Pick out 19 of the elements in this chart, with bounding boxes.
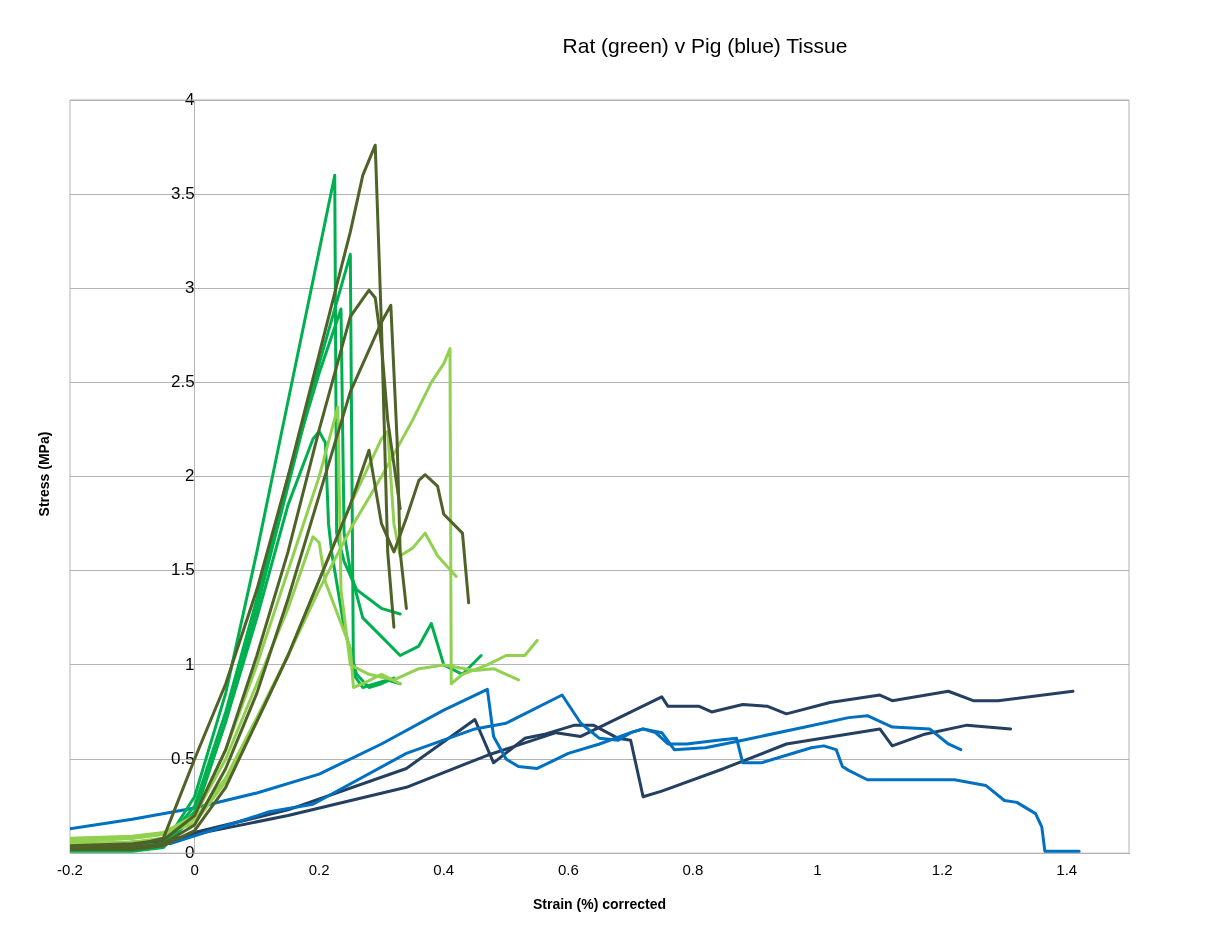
y-tick-label: 1 [185,654,195,674]
x-tick-label: 0.2 [308,861,330,879]
y-tick-label: 3.5 [170,183,195,203]
y-tick-label: 1.5 [170,560,195,580]
x-tick-label: 1.2 [931,861,953,879]
x-tick-label: 0.8 [682,861,704,879]
x-tick-label: 0.4 [433,861,455,879]
x-axis-title: Strain (%) corrected [532,896,667,913]
y-tick-label: 2 [185,466,195,486]
x-tick-label: 1.4 [1056,861,1078,879]
y-tick-label: 4 [185,89,195,109]
y-tick-label: 3 [185,277,195,297]
x-tick-label: -0.2 [57,861,83,879]
y-axis-title: Stress (MPa) [36,431,52,517]
y-tick-label: 0 [185,842,195,862]
y-tick-label: 2.5 [170,372,195,392]
x-tick-label: 0.6 [557,861,579,879]
x-tick-label: 1 [813,861,822,879]
chart-title: Rat (green) v Pig (blue) Tissue [561,34,849,58]
